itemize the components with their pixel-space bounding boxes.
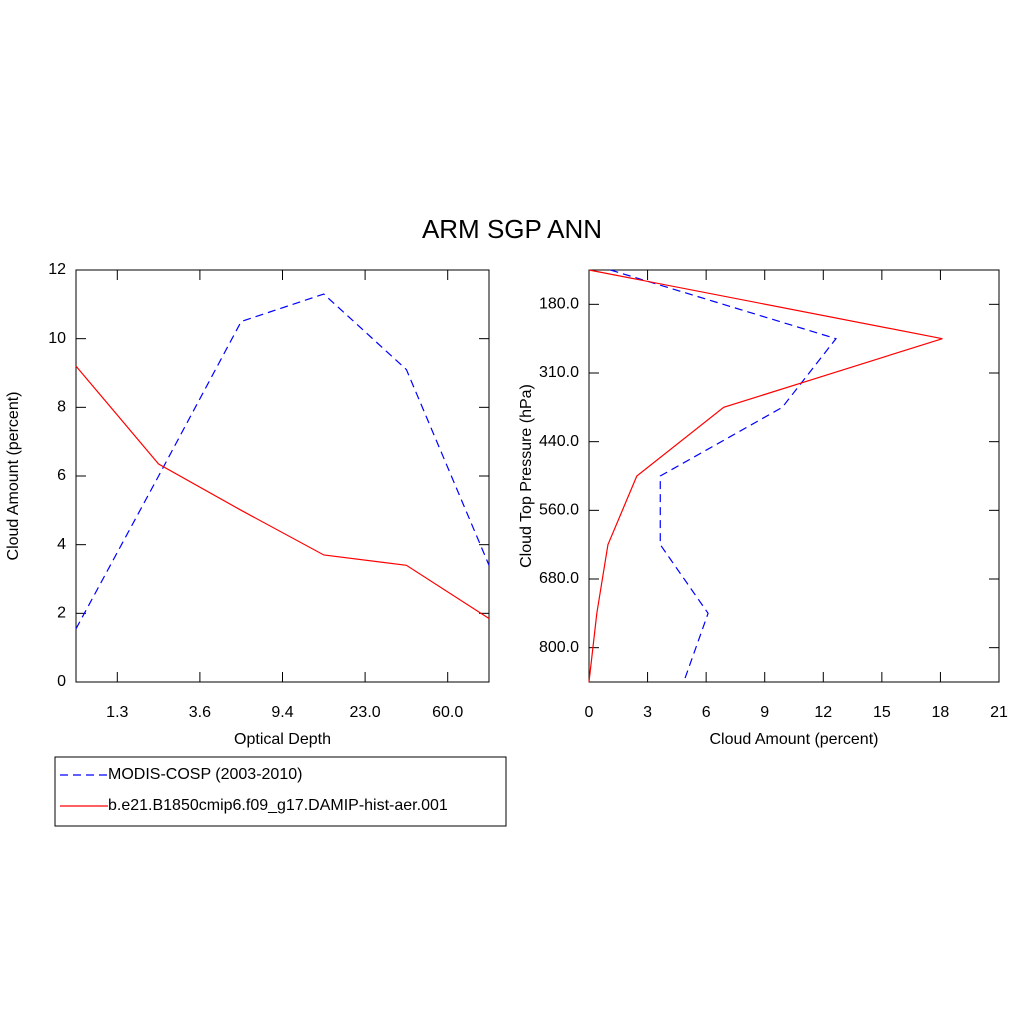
series-line	[588, 269, 943, 683]
x-axis-label: Cloud Amount (percent)	[710, 731, 879, 748]
series-line	[75, 365, 490, 619]
y-tick-label: 4	[57, 536, 66, 553]
series-line	[75, 293, 490, 630]
series-line	[610, 269, 837, 683]
plot-frame	[588, 269, 1000, 683]
x-tick-label: 1.3	[106, 704, 128, 721]
y-tick-label: 310.0	[539, 364, 579, 381]
x-tick-label: 15	[873, 704, 891, 721]
legend-box	[54, 756, 507, 827]
x-tick-label: 6	[702, 704, 711, 721]
y-tick-label: 440.0	[539, 433, 579, 450]
y-axis-label: Cloud Amount (percent)	[5, 392, 22, 561]
y-tick-label: 6	[57, 467, 66, 484]
y-tick-label: 8	[57, 399, 66, 416]
x-tick-label: 12	[814, 704, 832, 721]
y-tick-label: 680.0	[539, 570, 579, 587]
y-tick-label: 12	[48, 261, 66, 278]
x-tick-label: 60.0	[432, 704, 463, 721]
x-axis-label: Optical Depth	[234, 731, 331, 748]
x-tick-label: 18	[932, 704, 950, 721]
x-tick-label: 3	[643, 704, 652, 721]
plot-frame	[75, 269, 490, 683]
legend-label: MODIS-COSP (2003-2010)	[108, 766, 302, 783]
x-tick-label: 3.6	[189, 704, 211, 721]
x-tick-label: 9	[760, 704, 769, 721]
y-tick-label: 2	[57, 605, 66, 622]
y-tick-label: 560.0	[539, 502, 579, 519]
x-tick-label: 23.0	[350, 704, 381, 721]
title: ARM SGP ANN	[422, 214, 602, 244]
y-tick-label: 800.0	[539, 639, 579, 656]
x-tick-label: 21	[990, 704, 1008, 721]
y-tick-label: 10	[48, 330, 66, 347]
y-tick-label: 180.0	[539, 296, 579, 313]
x-tick-label: 9.4	[271, 704, 293, 721]
y-axis-label: Cloud Top Pressure (hPa)	[518, 384, 535, 568]
y-tick-label: 0	[57, 673, 66, 690]
x-tick-label: 0	[585, 704, 594, 721]
legend-label: b.e21.B1850cmip6.f09_g17.DAMIP-hist-aer.…	[108, 797, 448, 814]
